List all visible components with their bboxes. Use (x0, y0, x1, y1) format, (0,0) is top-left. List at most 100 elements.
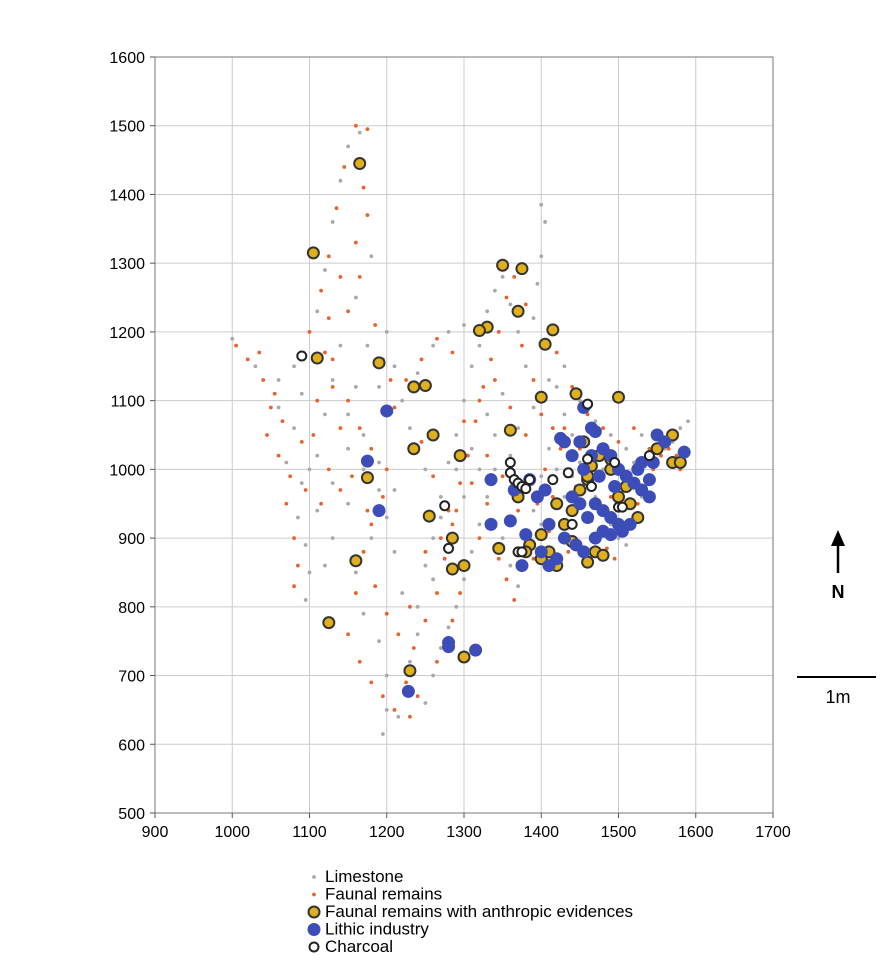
data-point (631, 462, 645, 476)
data-point (462, 577, 466, 582)
data-point (306, 246, 320, 260)
data-point (450, 522, 455, 527)
data-point (296, 563, 300, 568)
data-point (353, 384, 358, 389)
data-point (531, 316, 536, 321)
data-point (534, 545, 548, 559)
data-point (346, 309, 351, 314)
series-1 (230, 130, 690, 736)
north-label: N (832, 582, 845, 602)
data-point (377, 639, 381, 644)
data-point (384, 708, 389, 712)
data-point (508, 302, 513, 307)
data-point (511, 304, 525, 318)
data-point (346, 446, 351, 451)
data-point (588, 425, 602, 439)
data-point (539, 412, 544, 417)
data-point (438, 515, 443, 520)
data-point (632, 426, 636, 431)
data-point (550, 494, 555, 499)
data-point (338, 275, 343, 279)
data-point (604, 510, 618, 524)
data-point (554, 384, 559, 389)
data-point (462, 419, 466, 424)
data-point (372, 504, 386, 518)
data-point (538, 337, 552, 351)
data-point (369, 254, 374, 259)
data-point (360, 454, 374, 468)
legend-item: Faunal remains with anthropic evidences (307, 902, 633, 921)
data-point (534, 390, 548, 404)
data-point (477, 522, 482, 527)
data-point (288, 474, 293, 479)
data-point (557, 435, 571, 449)
data-point (319, 288, 323, 293)
data-point (674, 453, 679, 458)
y-tick-label: 1600 (109, 50, 145, 67)
legend-label: Charcoal (325, 937, 393, 956)
data-point (458, 591, 463, 595)
data-point (508, 405, 513, 410)
data-point (450, 350, 455, 355)
data-point (245, 357, 250, 362)
data-point (445, 562, 459, 576)
data-point (357, 659, 362, 664)
x-tick-label: 1300 (446, 824, 482, 841)
legend-item: Charcoal (308, 937, 393, 956)
data-point (454, 604, 459, 609)
data-point (582, 398, 594, 410)
data-point (489, 357, 493, 362)
data-point (547, 446, 551, 451)
data-point (666, 446, 671, 451)
y-tick-label: 800 (118, 600, 145, 617)
x-tick-label: 1600 (678, 824, 714, 841)
data-point (642, 490, 656, 504)
data-point (550, 497, 564, 511)
data-point (539, 254, 544, 259)
y-tick-label: 1400 (109, 187, 145, 204)
data-point (230, 336, 235, 341)
data-point (585, 481, 597, 493)
x-tick-label: 1100 (292, 824, 327, 841)
data-point (372, 356, 386, 370)
data-point (438, 646, 443, 650)
data-point (562, 426, 567, 431)
data-point (435, 659, 439, 664)
data-point (423, 467, 428, 472)
data-point (415, 632, 420, 637)
data-point (315, 398, 320, 403)
data-point (388, 378, 393, 382)
data-point (338, 343, 343, 348)
data-point (454, 467, 459, 472)
data-point (565, 449, 579, 463)
data-point (353, 295, 358, 300)
data-point (415, 371, 420, 376)
data-point (546, 323, 560, 337)
data-point (392, 708, 397, 712)
data-point (408, 426, 412, 431)
legend-label: Faunal remains (325, 885, 442, 904)
data-point (523, 364, 528, 369)
data-point (415, 694, 420, 699)
data-point (596, 548, 610, 562)
data-point (570, 384, 575, 389)
data-point (422, 509, 436, 523)
data-point (562, 412, 567, 417)
data-point (446, 460, 451, 465)
data-point (520, 483, 532, 495)
data-point (330, 481, 335, 486)
data-point (373, 584, 378, 589)
data-point (323, 268, 327, 272)
legend-marker (308, 941, 320, 953)
data-point (303, 488, 308, 492)
data-point (431, 536, 435, 540)
legend-label: Lithic industry (325, 920, 429, 939)
data-point (373, 323, 378, 327)
data-point (361, 185, 366, 190)
data-point (353, 591, 358, 595)
data-point (326, 254, 331, 259)
data-point (524, 474, 536, 486)
data-point (677, 445, 691, 459)
data-point (392, 549, 397, 554)
data-point (462, 323, 466, 327)
